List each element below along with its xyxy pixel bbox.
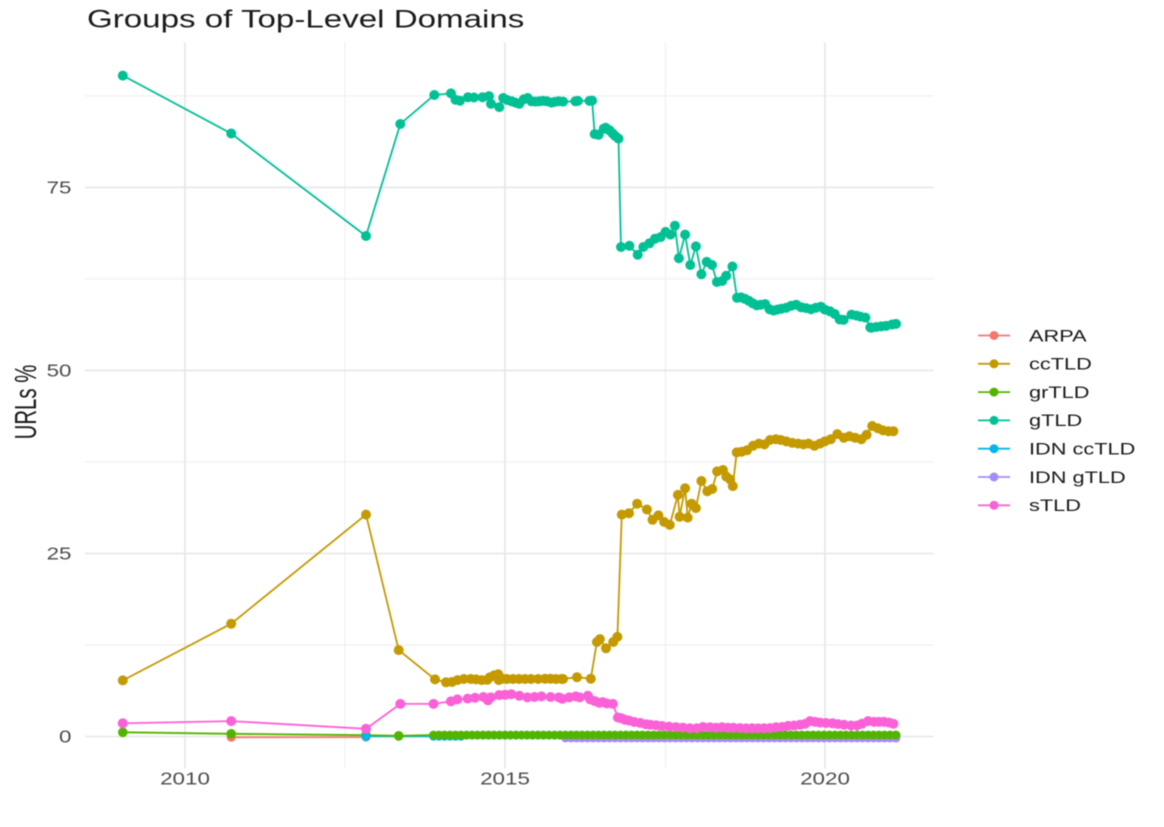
svg-text:75: 75 [47, 179, 72, 198]
svg-text:2015: 2015 [480, 770, 530, 789]
svg-text:URLs %: URLs % [8, 365, 43, 440]
svg-text:sTLD: sTLD [1029, 496, 1081, 515]
svg-text:0: 0 [59, 728, 71, 747]
svg-text:25: 25 [47, 545, 72, 564]
svg-text:grTLD: grTLD [1029, 383, 1089, 402]
svg-text:2020: 2020 [800, 770, 850, 789]
svg-text:IDN gTLD: IDN gTLD [1029, 468, 1126, 487]
svg-text:50: 50 [47, 362, 72, 381]
svg-text:ARPA: ARPA [1029, 326, 1087, 345]
svg-text:gTLD: gTLD [1029, 411, 1082, 430]
svg-text:IDN ccTLD: IDN ccTLD [1029, 440, 1135, 459]
svg-text:ccTLD: ccTLD [1029, 355, 1092, 374]
svg-text:2010: 2010 [160, 770, 210, 789]
svg-text:Groups of Top-Level Domains: Groups of Top-Level Domains [87, 5, 524, 33]
